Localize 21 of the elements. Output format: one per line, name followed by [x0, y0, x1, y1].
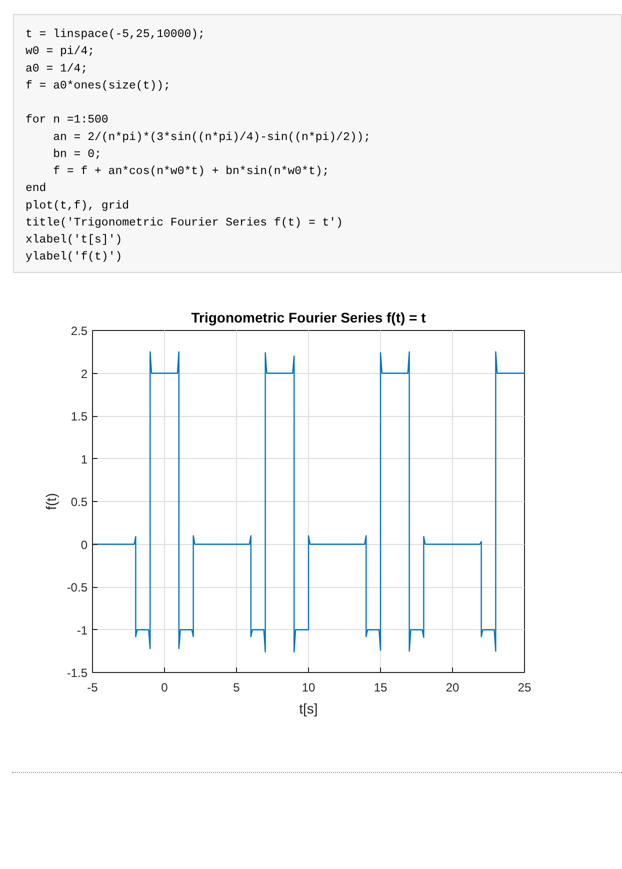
x-tick-label: 10	[302, 680, 316, 694]
x-axis-title: t[s]	[299, 700, 318, 716]
x-tick-label: 15	[374, 680, 388, 694]
text: t = linspace(-5,25,10000); w0 = pi/4; a0 = 1/4; f = a0*ones(size(t)); for n =1:500 an = 2/(n*pi)*(3*sin((n*pi)/4)-sin((n*pi)/2)); bn = 0; f = f + an*cos(n*w0*t) + bn*sin(n*w0*t); end plot(t,f), grid title('Trigonometric Fourier Series f(t) = t') xlabel('t[s]') ylabel('f(t)')	[26, 28, 371, 264]
chart-title: Trigonometric Fourier Series f(t) = t	[191, 310, 426, 326]
line-series	[92, 351, 524, 653]
y-tick-label: 1.5	[70, 410, 88, 424]
y-tick-label: 2	[80, 366, 88, 381]
x-tick-label: 20	[446, 680, 460, 694]
x-tick-label: 25	[518, 680, 532, 694]
y-tick-label: -1.5	[66, 666, 88, 680]
y-tick-label: 0.5	[70, 495, 88, 509]
x-tick-label: -5	[87, 680, 98, 694]
y-axis-title: f(t)	[42, 492, 59, 510]
y-tick-label: -1	[76, 623, 88, 638]
y-tick-label: 2.5	[70, 324, 88, 338]
y-tick-label: -0.5	[66, 580, 88, 594]
x-tick-label: 5	[233, 680, 240, 694]
y-tick-label: 0	[80, 538, 88, 552]
y-tick-label: 1	[80, 452, 88, 466]
x-tick-label: 0	[161, 680, 168, 694]
